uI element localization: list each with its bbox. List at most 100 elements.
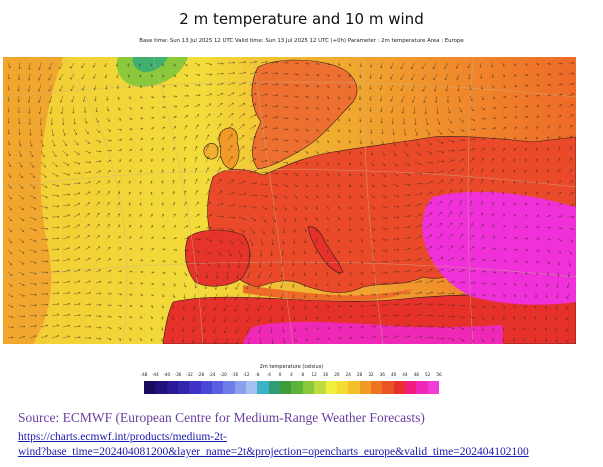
wind-arrow bbox=[95, 269, 101, 273]
wind-arrow bbox=[480, 158, 484, 163]
wind-arrow bbox=[128, 326, 132, 330]
wind-arrow bbox=[304, 304, 307, 309]
wind-arrow bbox=[216, 227, 224, 231]
wind-arrow bbox=[139, 117, 144, 120]
wind-arrow bbox=[433, 73, 438, 81]
source-link-line-2[interactable]: wind?base_time=202404081200&layer_name=2… bbox=[18, 446, 529, 458]
wind-arrow bbox=[7, 95, 10, 102]
wind-arrow bbox=[49, 106, 53, 115]
wind-arrow bbox=[315, 73, 320, 76]
wind-arrow bbox=[271, 83, 278, 86]
wind-arrow bbox=[326, 194, 329, 198]
wind-arrow bbox=[104, 62, 108, 67]
legend-tick-label: 20 bbox=[334, 372, 340, 377]
wind-arrow bbox=[238, 168, 246, 174]
wind-arrow bbox=[106, 106, 110, 112]
wind-arrow bbox=[326, 128, 329, 132]
wind-arrow bbox=[502, 73, 505, 78]
legend-color-bar bbox=[144, 381, 439, 394]
wind-arrow bbox=[73, 128, 78, 136]
wind-arrow bbox=[502, 137, 506, 141]
legend-swatch bbox=[427, 381, 439, 394]
wind-arrow bbox=[51, 324, 59, 328]
wind-arrow bbox=[73, 280, 81, 284]
wind-arrow bbox=[326, 337, 331, 340]
wind-arrow bbox=[161, 105, 166, 109]
sea-mediterranean bbox=[243, 285, 413, 301]
wind-arrow bbox=[249, 71, 257, 75]
wind-arrow bbox=[315, 205, 318, 210]
wind-arrow bbox=[555, 293, 559, 299]
wind-arrow bbox=[183, 73, 189, 77]
wind-arrow bbox=[282, 150, 289, 153]
wind-arrow bbox=[51, 226, 60, 229]
wind-arrow bbox=[403, 302, 411, 306]
wind-arrow bbox=[216, 190, 223, 196]
wind-arrow bbox=[304, 238, 307, 243]
wind-arrow bbox=[337, 172, 340, 176]
wind-arrow bbox=[469, 223, 473, 229]
wind-arrow bbox=[557, 180, 561, 185]
wind-arrow bbox=[7, 227, 12, 233]
wind-arrow bbox=[414, 235, 422, 240]
wind-arrow bbox=[194, 249, 200, 253]
wind-arrow bbox=[150, 158, 153, 163]
wind-arrow bbox=[48, 73, 53, 81]
wind-arrow bbox=[348, 227, 352, 231]
wind-arrow bbox=[359, 238, 364, 242]
wind-arrow bbox=[403, 193, 411, 197]
wind-arrow bbox=[27, 95, 31, 103]
wind-arrow bbox=[205, 83, 213, 86]
wind-arrow bbox=[62, 269, 70, 273]
wind-arrow bbox=[95, 160, 102, 163]
wind-arrow bbox=[293, 227, 296, 233]
wind-arrow bbox=[40, 249, 49, 252]
wind-arrow bbox=[491, 293, 496, 297]
wind-arrow bbox=[458, 211, 463, 218]
wind-arrow bbox=[447, 179, 454, 185]
wind-arrow bbox=[392, 205, 399, 208]
hot-zone-east bbox=[422, 191, 576, 305]
wind-arrow bbox=[513, 126, 517, 130]
wind-arrow bbox=[557, 146, 561, 152]
wind-arrow bbox=[557, 260, 561, 266]
wind-arrow bbox=[117, 191, 121, 196]
wind-arrow bbox=[491, 326, 495, 331]
source-link-line-1[interactable]: https://charts.ecmwf.int/products/medium… bbox=[18, 431, 227, 443]
wind-arrow bbox=[447, 292, 455, 295]
wind-arrow bbox=[51, 259, 60, 262]
wind-arrow bbox=[128, 191, 131, 196]
wind-arrow bbox=[425, 139, 432, 145]
legend-swatch bbox=[178, 381, 190, 394]
wind-arrow bbox=[62, 150, 69, 156]
wind-arrow bbox=[29, 161, 34, 168]
wind-arrow bbox=[128, 213, 131, 218]
wind-arrow bbox=[447, 245, 454, 251]
wind-arrow bbox=[40, 161, 46, 168]
wind-arrow bbox=[117, 128, 122, 131]
wind-arrow bbox=[513, 62, 516, 66]
wind-arrow bbox=[414, 257, 422, 262]
wind-arrow bbox=[557, 227, 563, 230]
wind-arrow bbox=[381, 150, 385, 156]
wind-arrow bbox=[224, 337, 229, 344]
wind-arrow bbox=[51, 270, 60, 273]
wind-arrow bbox=[568, 203, 575, 207]
wind-arrow bbox=[423, 95, 427, 103]
wind-arrow bbox=[95, 292, 102, 295]
wind-arrow bbox=[293, 139, 299, 143]
wind-arrow bbox=[260, 205, 267, 210]
wind-arrow bbox=[18, 271, 25, 276]
wind-arrow bbox=[491, 202, 494, 207]
legend-tick-label: 52 bbox=[424, 372, 431, 377]
wind-arrow bbox=[390, 73, 394, 80]
wind-arrow bbox=[128, 224, 131, 229]
wind-arrow bbox=[238, 71, 246, 75]
wind-arrow bbox=[106, 180, 111, 185]
wind-arrow bbox=[150, 202, 153, 207]
wind-arrow bbox=[95, 258, 101, 262]
wind-arrow bbox=[524, 73, 528, 76]
wind-arrow bbox=[249, 205, 257, 209]
wind-arrow bbox=[81, 73, 86, 80]
wind-arrow bbox=[446, 95, 450, 103]
